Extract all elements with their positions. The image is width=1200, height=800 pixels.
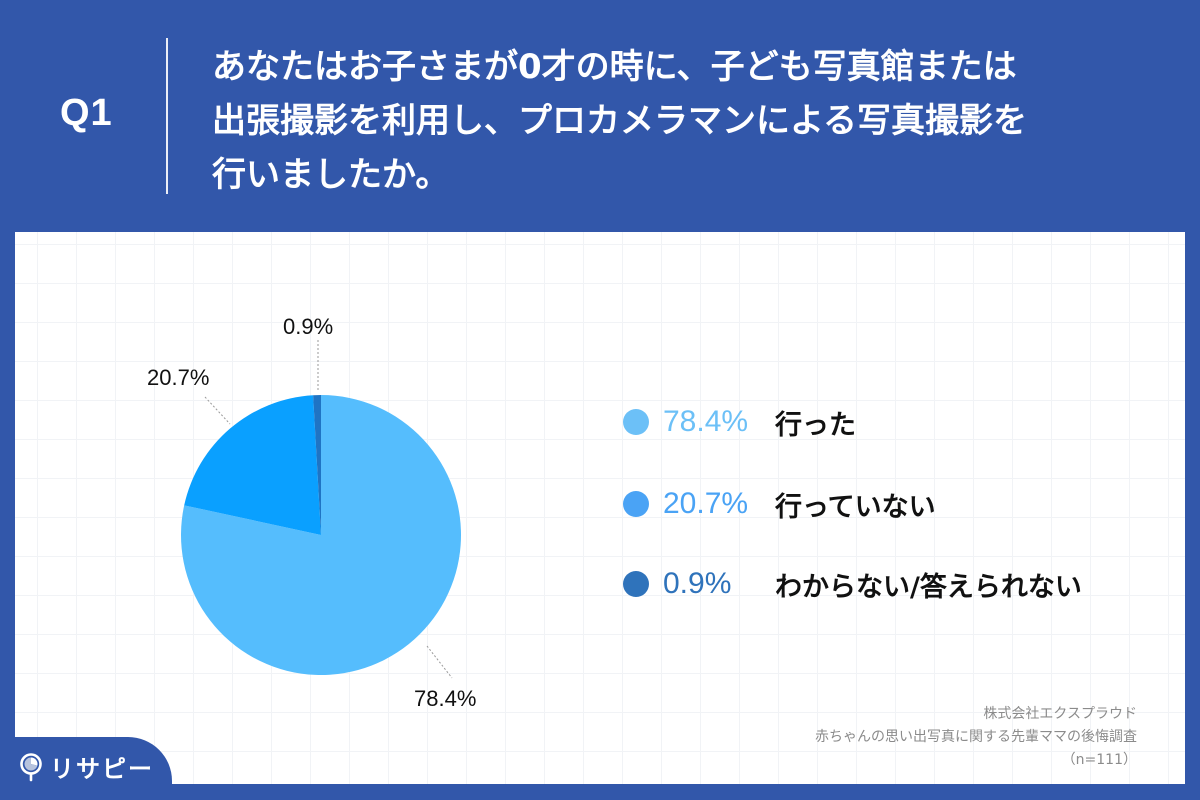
legend-percent: 0.9% [663,567,732,600]
source-sample: （n=111） [1061,752,1137,768]
question-line: 出張撮影を利用し、プロカメラマンによる写真撮影を [212,101,1027,141]
source-company: 株式会社エクスプラウド [983,706,1137,722]
pie-slices [181,395,461,675]
pie-label-mid: 20.7% [147,365,210,390]
pie-label-major: 78.4% [414,686,477,711]
legend-item: 20.7% 行っていない [623,484,936,524]
pie-label-small: 0.9% [283,314,334,339]
magnifier-pie-icon [20,752,42,781]
legend-percent: 20.7% [663,487,749,520]
logo-text: リサピー [50,755,154,783]
pie-slice [184,395,321,535]
header-divider [166,38,168,194]
question-number: Q1 [60,92,113,134]
chart-panel: 0.9% 20.7% 78.4% 78.4% 行った 20.7% 行っていない … [15,232,1185,784]
legend-item: 0.9% わからない/答えられない [623,564,1082,604]
legend-label: 行っていない [775,491,936,523]
leader-line [426,645,453,679]
source-note: 株式会社エクスプラウド 赤ちゃんの思い出写真に関する先輩ママの後悔調査 （n=1… [815,703,1137,772]
question-line: 行いましたか。 [212,155,450,195]
question-header: Q1 あなたはお子さまが0才の時に、子ども写真館または 出張撮影を利用し、プロカ… [0,0,1200,232]
brand-logo: リサピー [18,749,154,784]
pie-chart [181,340,461,679]
legend-dot-icon [623,491,649,517]
legend-percent: 78.4% [663,405,749,438]
source-survey: 赤ちゃんの思い出写真に関する先輩ママの後悔調査 [815,729,1137,745]
question-line: あなたはお子さまが0才の時に、子ども写真館または [212,47,1017,87]
legend-item: 78.4% 行った [623,402,856,442]
legend-label: 行った [775,409,856,441]
pie-slice [313,395,321,535]
legend-dot-icon [623,571,649,597]
legend-label: わからない/答えられない [775,571,1082,603]
leader-line [204,396,231,425]
question-text: あなたはお子さまが0才の時に、子ども写真館または 出張撮影を利用し、プロカメラマ… [212,40,1112,202]
legend-dot-icon [623,409,649,435]
leader-lines [204,340,453,679]
